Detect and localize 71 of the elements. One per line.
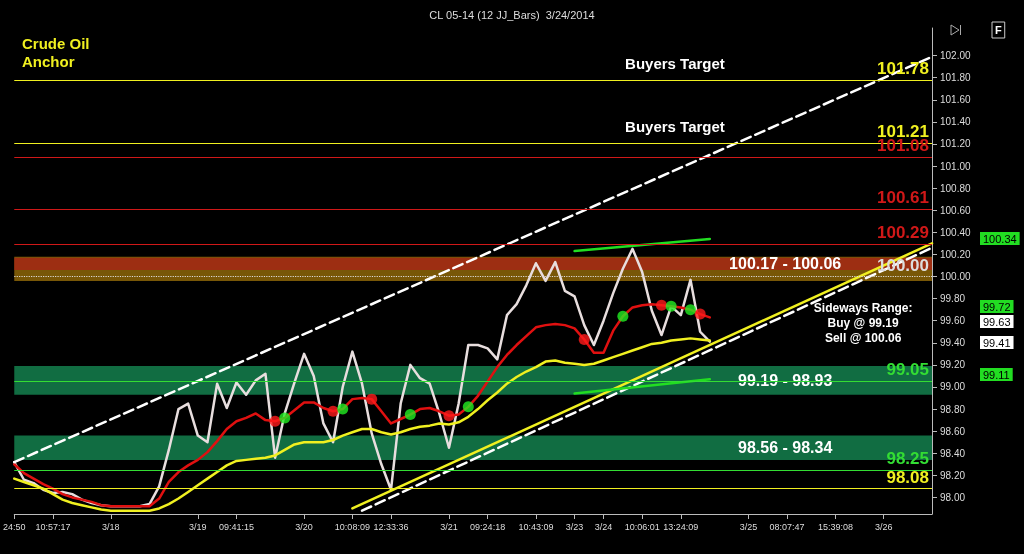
text: 99.72 [983, 300, 1011, 313]
y-tick-label: 100.20 [940, 248, 972, 260]
x-tick-label: 15:39:08 [817, 521, 853, 532]
point [656, 299, 668, 311]
text: 99.41 [983, 336, 1011, 349]
y-tick-label: 100.00 [940, 271, 972, 283]
annotation: Buyers Target [625, 117, 725, 135]
x-tick-label: 3/21 [440, 521, 458, 532]
ref-line-label: 98.08 [886, 467, 929, 487]
y-tick-label: 98.60 [940, 425, 966, 437]
y-tick-label: 99.60 [940, 315, 966, 327]
x-tick-label: 3/19 [189, 521, 207, 532]
y-tick-label: 101.20 [940, 138, 972, 150]
x-tick-label: 10:06:01 [624, 521, 660, 532]
text: 99.11 [983, 368, 1010, 381]
y-tick-label: 101.40 [940, 116, 972, 128]
y-tick-label: 99.40 [940, 337, 966, 349]
point [694, 308, 706, 320]
x-tick-label: 09:41:15 [218, 521, 254, 532]
band-label: 98.56 - 98.34 [738, 439, 833, 457]
point [578, 333, 590, 345]
point [279, 412, 291, 424]
y-tick-label: 101.00 [940, 160, 972, 172]
x-tick-label: 12:33:36 [373, 521, 409, 532]
y-tick-label: 99.00 [940, 381, 966, 393]
text: 99.63 [983, 315, 1011, 328]
band-label: 100.17 - 100.06 [729, 255, 842, 273]
x-tick-label: 13:24:09 [663, 521, 699, 532]
ref-line-label: 100.61 [877, 188, 929, 208]
y-tick-label: 100.40 [940, 226, 972, 238]
x-tick-label: 3/20 [295, 521, 313, 532]
y-tick-label: 98.40 [940, 447, 966, 459]
x-tick-label: 24:50 [3, 521, 26, 532]
y-tick-label: 101.80 [940, 72, 972, 84]
y-tick-label: 102.00 [940, 50, 972, 62]
x-tick-label: 09:24:18 [470, 521, 506, 532]
y-tick-label: 101.60 [940, 94, 972, 106]
annotation: Sideways Range: Buy @ 99.19 Sell @ 100.06 [813, 300, 913, 345]
y-tick-label: 98.80 [940, 403, 966, 415]
x-tick-label: 3/23 [565, 521, 584, 532]
annotation: Buyers Target [625, 54, 725, 72]
point [327, 405, 339, 417]
point [404, 409, 416, 421]
point [269, 415, 281, 427]
x-tick-label: 10:43:09 [518, 521, 554, 532]
text: 100.34 [983, 232, 1017, 245]
x-tick-label: 08:07:47 [769, 521, 805, 532]
y-tick-label: 99.80 [940, 293, 966, 305]
ref-line-label: 99.05 [886, 360, 929, 380]
y-tick-label: 98.00 [940, 491, 966, 503]
text: F [995, 24, 1002, 36]
x-tick-label: 3/24 [594, 521, 613, 532]
point [337, 403, 349, 415]
y-tick-label: 99.20 [940, 359, 966, 371]
y-tick-label: 100.60 [940, 204, 972, 216]
point [443, 410, 455, 422]
x-tick-label: 3/18 [102, 521, 120, 532]
ref-line-label: 100.29 [877, 223, 929, 243]
x-tick-label: 3/26 [874, 521, 893, 532]
x-tick-label: 10:57:17 [35, 521, 71, 532]
y-tick-label: 100.80 [940, 182, 972, 194]
point [617, 310, 629, 322]
x-tick-label: 10:08:09 [334, 521, 370, 532]
annotation: Crude Oil Anchor [22, 34, 90, 70]
point [462, 401, 474, 413]
chart-title: CL 05-14 (12 JJ_Bars) 3/24/2014 [429, 8, 595, 21]
y-tick-label: 98.20 [940, 469, 966, 481]
point [665, 300, 677, 312]
point [366, 393, 378, 405]
point [685, 304, 696, 316]
x-tick-label: 3/25 [739, 521, 758, 532]
